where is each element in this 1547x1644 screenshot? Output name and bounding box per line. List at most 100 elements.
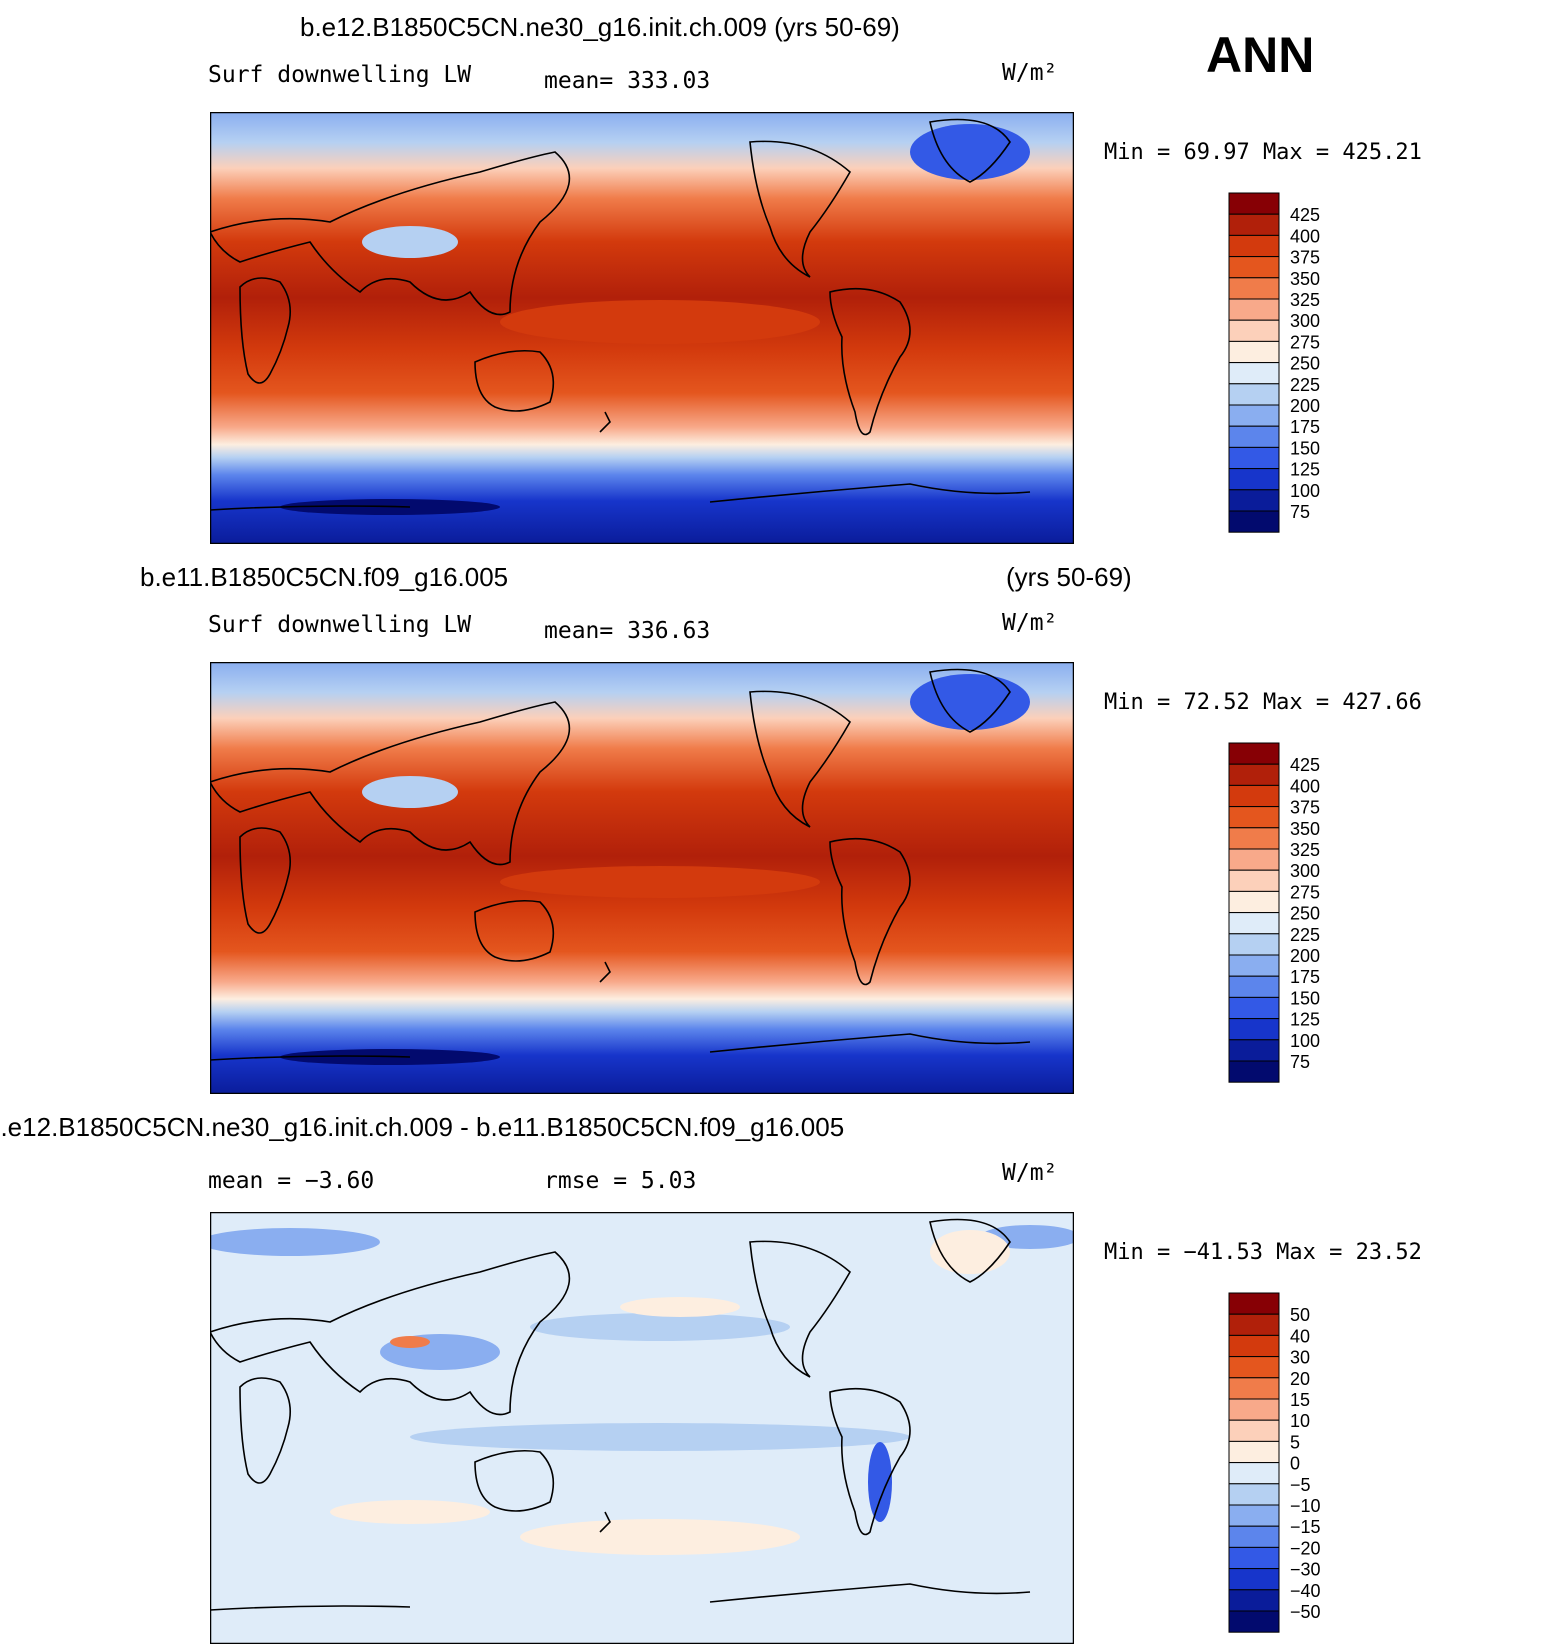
panel-2-minmax: Min = 72.52 Max = 427.66 bbox=[1104, 690, 1422, 715]
colorbar-tick-label: 225 bbox=[1290, 925, 1320, 945]
colorbar-tick-label: 75 bbox=[1290, 502, 1310, 522]
season-label: ANN bbox=[1206, 27, 1315, 83]
colorbar-swatch bbox=[1228, 890, 1280, 914]
colorbar-tick-label: 100 bbox=[1290, 1031, 1320, 1051]
colorbar-tick-label: 400 bbox=[1290, 226, 1320, 246]
colorbar-tick-label: 20 bbox=[1290, 1369, 1310, 1389]
colorbar-swatch bbox=[1228, 1377, 1280, 1400]
colorbar-swatch bbox=[1228, 975, 1280, 998]
colorbar-swatch bbox=[1228, 912, 1280, 935]
colorbar-tick-label: 100 bbox=[1290, 481, 1320, 501]
colorbar-swatch bbox=[1228, 192, 1280, 215]
colorbar-swatch bbox=[1228, 277, 1280, 300]
colorbar-tick-label: 250 bbox=[1290, 354, 1320, 374]
panel-2-mean: mean= 336.63 bbox=[544, 618, 711, 644]
colorbar-tick-label: 300 bbox=[1290, 861, 1320, 881]
colorbar-swatch bbox=[1228, 256, 1280, 279]
colorbar-swatch bbox=[1228, 1483, 1280, 1506]
panel-2-map bbox=[210, 662, 1074, 1094]
panel-3-title: b.e12.B1850C5CN.ne30_g16.init.ch.009 - b… bbox=[0, 1112, 845, 1142]
colorbar-tick-label: 375 bbox=[1290, 798, 1320, 818]
colorbar-swatch bbox=[1228, 1398, 1280, 1421]
panel-3-minmax: Min = −41.53 Max = 23.52 bbox=[1104, 1240, 1422, 1265]
colorbar-tick-label: 275 bbox=[1290, 332, 1320, 352]
panel-1-units: W/m² bbox=[1002, 60, 1058, 86]
coastlines bbox=[210, 668, 1031, 1061]
colorbar-swatch bbox=[1228, 362, 1280, 385]
indian-high bbox=[330, 1500, 490, 1524]
colorbar-swatch bbox=[1228, 446, 1280, 470]
colorbar-tick-label: 200 bbox=[1290, 396, 1320, 416]
colorbar-swatch bbox=[1228, 319, 1280, 342]
colorbar-tick-label: 15 bbox=[1290, 1390, 1310, 1410]
colorbar-tick-label: 375 bbox=[1290, 248, 1320, 268]
colorbar-swatch bbox=[1228, 954, 1280, 977]
colorbar-swatch bbox=[1228, 489, 1280, 512]
colorbar-tick-label: −10 bbox=[1290, 1496, 1321, 1516]
colorbar-swatch bbox=[1228, 1060, 1280, 1083]
tibet-positive bbox=[390, 1336, 430, 1348]
colorbar-swatch bbox=[1228, 869, 1280, 892]
colorbar-swatch bbox=[1228, 1292, 1280, 1315]
colorbar-tick-label: −30 bbox=[1290, 1560, 1321, 1580]
panel-2-variable-label: Surf downwelling LW bbox=[208, 612, 472, 638]
colorbar-swatch bbox=[1228, 933, 1280, 956]
colorbar-swatch bbox=[1228, 234, 1280, 258]
colorbar-tick-label: 175 bbox=[1290, 417, 1320, 437]
colorbar-tick-label: 50 bbox=[1290, 1305, 1310, 1325]
colorbar-tick-label: 300 bbox=[1290, 311, 1320, 331]
colorbar-tick-label: 400 bbox=[1290, 776, 1320, 796]
greenland-high bbox=[930, 1230, 1010, 1274]
colorbar-swatch bbox=[1228, 1419, 1280, 1442]
colorbar-swatch bbox=[1228, 1356, 1280, 1379]
colorbar-swatch bbox=[1228, 806, 1280, 829]
colorbar-swatch bbox=[1228, 383, 1280, 406]
colorbar-tick-label: 325 bbox=[1290, 840, 1320, 860]
panel-1-variable-label: Surf downwelling LW bbox=[208, 62, 472, 88]
panel-2-colorbar: 4254003753503253002752502252001751501251… bbox=[1228, 742, 1320, 1083]
colorbar-tick-label: 250 bbox=[1290, 904, 1320, 924]
panel-1-mean: mean= 333.03 bbox=[544, 68, 711, 94]
panel-2-years: (yrs 50-69) bbox=[1006, 562, 1132, 592]
panel-3-units: W/m² bbox=[1002, 1160, 1058, 1186]
greenland-low bbox=[910, 124, 1030, 180]
colorbar-swatch bbox=[1228, 468, 1280, 491]
colorbar-tick-label: 0 bbox=[1290, 1454, 1300, 1474]
colorbar-tick-label: 175 bbox=[1290, 967, 1320, 987]
colorbar-tick-label: −50 bbox=[1290, 1602, 1321, 1622]
colorbar-swatch bbox=[1228, 425, 1280, 448]
colorbar-swatch bbox=[1228, 848, 1280, 871]
panel-2-title: b.e11.B1850C5CN.f09_g16.005 bbox=[140, 562, 509, 592]
colorbar-tick-label: −5 bbox=[1290, 1475, 1311, 1495]
greenland-low bbox=[910, 674, 1030, 730]
colorbar-tick-label: −20 bbox=[1290, 1538, 1321, 1558]
panel-2-units: W/m² bbox=[1002, 610, 1058, 636]
colorbar-swatch bbox=[1228, 1610, 1280, 1633]
map-frame bbox=[210, 112, 1074, 544]
colorbar-swatch bbox=[1228, 298, 1280, 321]
colorbar-swatch bbox=[1228, 1039, 1280, 1062]
coastlines bbox=[210, 118, 1031, 511]
colorbar-swatch bbox=[1228, 1334, 1280, 1358]
pacific-band bbox=[500, 300, 820, 344]
colorbar-tick-label: 30 bbox=[1290, 1348, 1310, 1368]
panel-1-colorbar: 4254003753503253002752502252001751501251… bbox=[1228, 192, 1320, 533]
colorbar-tick-label: 350 bbox=[1290, 269, 1320, 289]
colorbar-tick-label: −15 bbox=[1290, 1517, 1321, 1537]
panel-1-title: b.e12.B1850C5CN.ne30_g16.init.ch.009 (yr… bbox=[300, 12, 900, 42]
colorbar-tick-label: 425 bbox=[1290, 755, 1320, 775]
colorbar-swatch bbox=[1228, 996, 1280, 1020]
colorbar-tick-label: 200 bbox=[1290, 946, 1320, 966]
tibet-low bbox=[362, 776, 458, 808]
colorbar-swatch bbox=[1228, 742, 1280, 765]
colorbar-swatch bbox=[1228, 1525, 1280, 1548]
colorbar-swatch bbox=[1228, 1568, 1280, 1591]
colorbar-swatch bbox=[1228, 1313, 1280, 1336]
colorbar-swatch bbox=[1228, 1504, 1280, 1527]
andes-low bbox=[868, 1442, 892, 1522]
colorbar-tick-label: 150 bbox=[1290, 988, 1320, 1008]
colorbar-swatch bbox=[1228, 763, 1280, 786]
colorbar-swatch bbox=[1228, 510, 1280, 533]
colorbar-swatch bbox=[1228, 1440, 1280, 1464]
